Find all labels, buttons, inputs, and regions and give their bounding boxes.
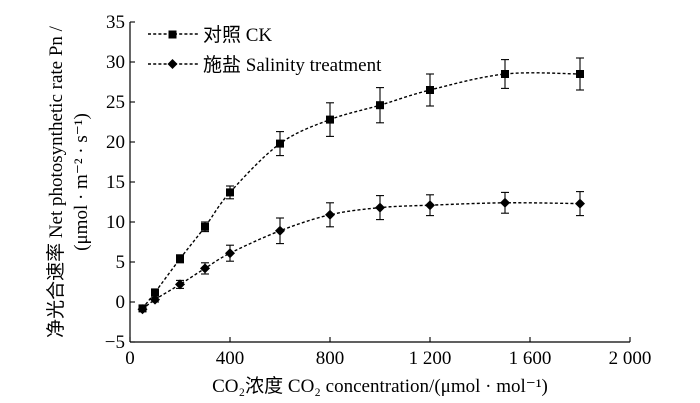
- y-tick-label: 20: [106, 132, 125, 153]
- legend-label-salinity: 施盐 Salinity treatment: [203, 54, 382, 76]
- data-point-salinity: [225, 248, 235, 259]
- x-tick-label: 800: [316, 348, 345, 369]
- y-axis-title-line2: (μmol · m⁻² · s⁻¹): [71, 113, 92, 251]
- data-point-ck: [501, 70, 509, 78]
- y-tick-label: 5: [116, 252, 126, 273]
- y-tick-label: 35: [106, 12, 125, 33]
- x-tick-label: 0: [125, 348, 135, 369]
- data-point-ck: [426, 86, 434, 94]
- series-line-0: [141, 72, 581, 309]
- data-point-salinity: [325, 209, 335, 220]
- legend-marker-salinity: [167, 59, 178, 69]
- x-tick-label: 1 200: [409, 348, 452, 369]
- data-point-salinity: [575, 198, 585, 209]
- x-tick-label: 400: [216, 348, 245, 369]
- y-tick-label: 25: [106, 92, 125, 113]
- data-point-ck: [226, 188, 234, 197]
- series-line-1: [142, 202, 581, 310]
- data-point-ck: [376, 101, 384, 110]
- y-tick-label: 15: [106, 172, 125, 193]
- y-axis-title-line1: 净光合速率 Net photosynthetic rate Pn /: [45, 25, 67, 338]
- y-tick-label: 0: [116, 292, 126, 313]
- x-tick-label: 2 000: [609, 348, 652, 369]
- data-point-salinity: [275, 225, 285, 236]
- y-tick-label: −5: [105, 332, 125, 353]
- data-point-ck: [576, 70, 584, 78]
- data-point-salinity: [500, 197, 510, 208]
- data-point-salinity: [150, 294, 160, 305]
- y-tick-label: 10: [106, 212, 125, 233]
- data-point-salinity: [425, 200, 435, 211]
- x-tick-label: 1 600: [509, 348, 552, 369]
- data-point-salinity: [200, 263, 210, 274]
- data-point-ck: [326, 115, 334, 124]
- legend: 对照 CK 施盐 Salinity treatment: [148, 24, 382, 76]
- series-layer: [137, 57, 585, 315]
- y-tick-label: 30: [106, 52, 125, 73]
- data-point-ck: [276, 139, 284, 148]
- legend-label-ck: 对照 CK: [203, 24, 272, 46]
- data-point-ck: [176, 254, 184, 263]
- data-point-ck: [201, 222, 209, 231]
- data-point-salinity: [175, 279, 185, 290]
- x-axis-title: CO₂浓度 CO₂ concentration/(μmol · mol⁻¹): [212, 375, 548, 397]
- legend-marker-ck: [168, 30, 177, 39]
- data-point-salinity: [375, 202, 385, 213]
- data-point-salinity: [137, 304, 148, 315]
- data-point-ck: [151, 288, 159, 297]
